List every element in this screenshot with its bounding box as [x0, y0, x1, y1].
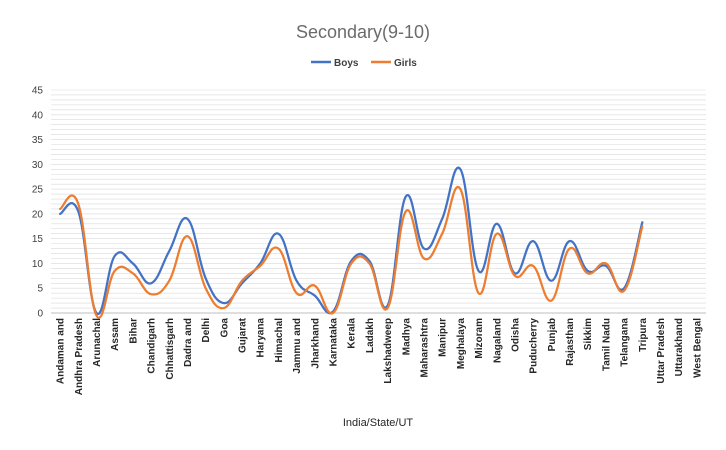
- x-tick-label: Lakshadweep: [383, 318, 394, 384]
- x-tick-label: Bihar: [128, 318, 139, 344]
- x-tick-label: Puducherry: [529, 318, 540, 374]
- x-tick-label: Gujarat: [238, 317, 249, 353]
- x-tick-label: Karnataka: [329, 318, 340, 367]
- legend-item-girls: Girls: [371, 58, 417, 69]
- legend-item-boys: Boys: [311, 58, 359, 69]
- chart-title: Secondary(9-10): [296, 22, 430, 42]
- x-tick-label: Madhya: [401, 318, 412, 356]
- x-tick-label: Nagaland: [492, 318, 503, 363]
- series-line-girls: [58, 185, 644, 319]
- y-tick-label: 35: [32, 135, 44, 146]
- y-tick-label: 45: [32, 86, 44, 97]
- x-tick-label: Telangana: [620, 318, 631, 367]
- x-tick-label: Chandigarh: [147, 318, 158, 374]
- x-tick-label: Punjab: [547, 318, 558, 351]
- x-tick-label: Himachal: [274, 318, 285, 363]
- x-tick-label: Dadra and: [183, 318, 194, 367]
- x-tick-label: Goa: [219, 318, 230, 338]
- y-tick-label: 5: [37, 284, 43, 295]
- x-tick-label: Uttarakhand: [674, 318, 685, 376]
- x-tick-label: Arunachal: [92, 318, 103, 367]
- y-tick-label: 10: [32, 259, 44, 270]
- x-tick-label: Jharkhand: [310, 318, 321, 369]
- x-tick-label: West Bengal: [692, 318, 703, 378]
- x-tick-label: Haryana: [256, 318, 267, 358]
- x-tick-label: Assam: [110, 318, 121, 351]
- series-line-boys: [58, 166, 644, 315]
- x-tick-label: Mizoram: [474, 318, 485, 359]
- x-tick-label: Delhi: [201, 318, 212, 343]
- x-tick-label: Kerala: [347, 318, 358, 349]
- x-tick-label: Andhra Pradesh: [74, 318, 85, 395]
- legend-label: Boys: [334, 58, 359, 69]
- x-tick-label: Ladakh: [365, 318, 376, 353]
- x-tick-label: Maharashtra: [419, 318, 430, 378]
- series-lines: [58, 166, 644, 319]
- gridlines: [51, 89, 706, 309]
- x-tick-label: Tripura: [638, 318, 649, 352]
- x-tick-label: Andaman and: [56, 318, 67, 384]
- x-tick-label: Uttar Pradesh: [656, 318, 667, 384]
- legend: Boys Girls: [311, 58, 417, 69]
- x-axis: Andaman and Andhra Pradesh Arunachal Assam B…: [51, 312, 706, 395]
- x-tick-label: Odisha: [510, 318, 521, 352]
- y-tick-label: 30: [32, 160, 44, 171]
- x-tick-label: Sikkim: [583, 318, 594, 350]
- x-tick-label: Rajasthan: [565, 318, 576, 366]
- x-tick-label: Meghalaya: [456, 318, 467, 370]
- y-tick-label: 20: [32, 209, 44, 220]
- y-tick-label: 40: [32, 110, 44, 121]
- legend-label: Girls: [394, 58, 417, 69]
- x-axis-label: India/State/UT: [343, 417, 414, 429]
- x-tick-label: Jammu and: [292, 318, 303, 374]
- y-axis: 0 5 10 15 20 25 30 35 40 45: [32, 86, 44, 320]
- x-tick-label: Tamil Nadu: [601, 318, 612, 371]
- y-tick-label: 0: [37, 309, 43, 320]
- x-tick-label: Chhattisgarh: [165, 318, 176, 380]
- y-tick-label: 25: [32, 185, 44, 196]
- y-tick-label: 15: [32, 234, 44, 245]
- x-tick-label: Manipur: [438, 318, 449, 357]
